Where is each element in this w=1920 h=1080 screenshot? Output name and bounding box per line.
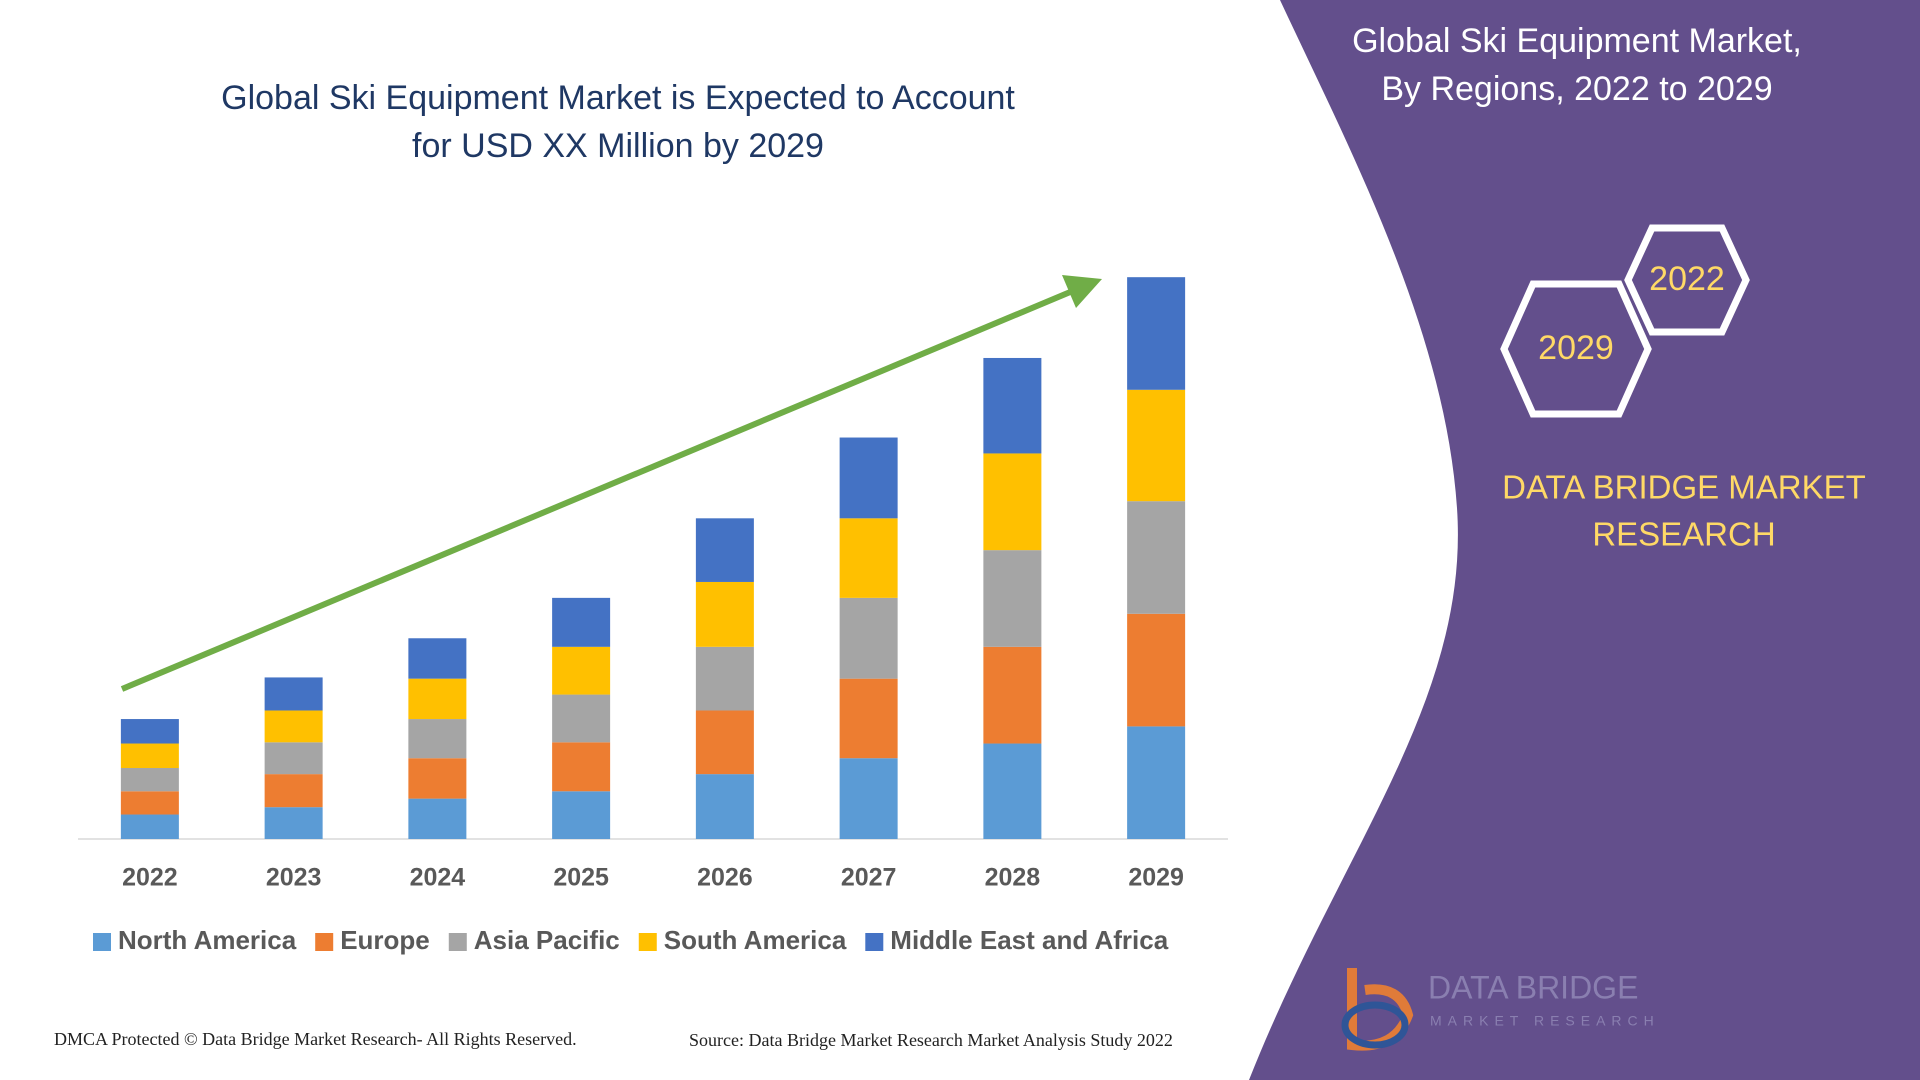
legend-swatch xyxy=(315,933,334,951)
bar-segment xyxy=(695,646,754,711)
bar-segment xyxy=(408,719,467,759)
bar-segment xyxy=(408,798,467,839)
legend-swatch xyxy=(448,933,467,951)
bar-segment xyxy=(264,710,323,743)
x-tick-label: 2028 xyxy=(985,864,1041,892)
bar-segment xyxy=(695,774,754,839)
bar-segment xyxy=(552,742,611,792)
hexagon-label: 2029 xyxy=(1538,329,1614,367)
footer-right: Source: Data Bridge Market Research Mark… xyxy=(689,1030,1173,1050)
bar-segment xyxy=(1127,501,1186,614)
legend-label: Middle East and Africa xyxy=(890,925,1168,955)
legend-label: Asia Pacific xyxy=(474,925,620,955)
x-tick-label: 2025 xyxy=(553,864,609,892)
bar-segment xyxy=(264,677,323,711)
x-tick-label: 2024 xyxy=(410,864,466,892)
bar-segment xyxy=(552,694,611,743)
bar-segment xyxy=(264,774,323,808)
bar-segment xyxy=(839,437,898,519)
bar-segment xyxy=(408,678,467,720)
legend-swatch xyxy=(865,933,884,951)
bar-segment xyxy=(264,742,323,775)
legend-label: South America xyxy=(664,925,847,955)
bar-segment xyxy=(839,678,898,759)
bar-segment xyxy=(983,357,1042,454)
bar-segment xyxy=(983,550,1042,647)
bar-segment xyxy=(552,791,611,839)
bar-segment xyxy=(695,518,754,582)
bar-segment xyxy=(839,597,898,679)
bar-segment xyxy=(120,791,179,815)
x-tick-label: 2026 xyxy=(697,864,753,892)
bar-segment xyxy=(264,807,323,839)
bar-segment xyxy=(408,638,467,679)
panel-title: By Regions, 2022 to 2029 xyxy=(1381,70,1772,108)
hexagon xyxy=(1624,224,1750,336)
legend-label: North America xyxy=(118,925,297,955)
bar-segment xyxy=(983,646,1042,744)
x-tick-label: 2023 xyxy=(266,864,322,892)
bar-segment xyxy=(120,814,179,839)
chart-title: Global Ski Equipment Market is Expected … xyxy=(221,79,1015,117)
legend-swatch xyxy=(638,933,657,951)
bar-segment xyxy=(695,581,754,647)
bar-segment xyxy=(983,743,1042,839)
logo: DATA BRIDGE MARKET RESEARCH xyxy=(1341,968,1660,1051)
bar-segment xyxy=(120,768,179,792)
legend-swatch xyxy=(93,933,111,951)
bar-segment xyxy=(839,518,898,598)
footer-left: DMCA Protected © Data Bridge Market Rese… xyxy=(54,1029,577,1049)
bar-segment xyxy=(1127,389,1186,502)
bar-segment xyxy=(1127,726,1186,839)
legend: North America Europe Asia Pacific South Ame… xyxy=(93,925,1169,955)
side-panel xyxy=(1249,0,1920,1080)
trend-arrow xyxy=(120,275,1102,692)
bar-segment xyxy=(120,719,179,744)
x-tick-label: 2029 xyxy=(1128,864,1184,892)
x-tick-label: 2022 xyxy=(122,864,178,892)
brand-text: DATA BRIDGE MARKET xyxy=(1502,469,1866,506)
bar-segment xyxy=(983,453,1042,551)
hexagon-label: 2022 xyxy=(1649,260,1725,298)
x-tick-label: 2027 xyxy=(841,864,897,892)
legend-label: Europe xyxy=(340,925,430,955)
bar-segment xyxy=(695,710,754,775)
bar-segment xyxy=(1127,613,1186,727)
bar-segment xyxy=(552,597,611,647)
bar-segment xyxy=(120,743,179,769)
bar-segment xyxy=(1127,277,1186,390)
bar-segment xyxy=(552,646,611,695)
logo-text: MARKET RESEARCH xyxy=(1430,1013,1660,1029)
bar-segment xyxy=(408,758,467,799)
chart-title: for USD XX Million by 2029 xyxy=(412,127,824,165)
bar-segment xyxy=(839,758,898,839)
logo-text: DATA BRIDGE xyxy=(1428,969,1638,1005)
brand-text: RESEARCH xyxy=(1592,516,1775,553)
panel-title: Global Ski Equipment Market, xyxy=(1352,22,1802,60)
hexagon xyxy=(1500,280,1652,418)
